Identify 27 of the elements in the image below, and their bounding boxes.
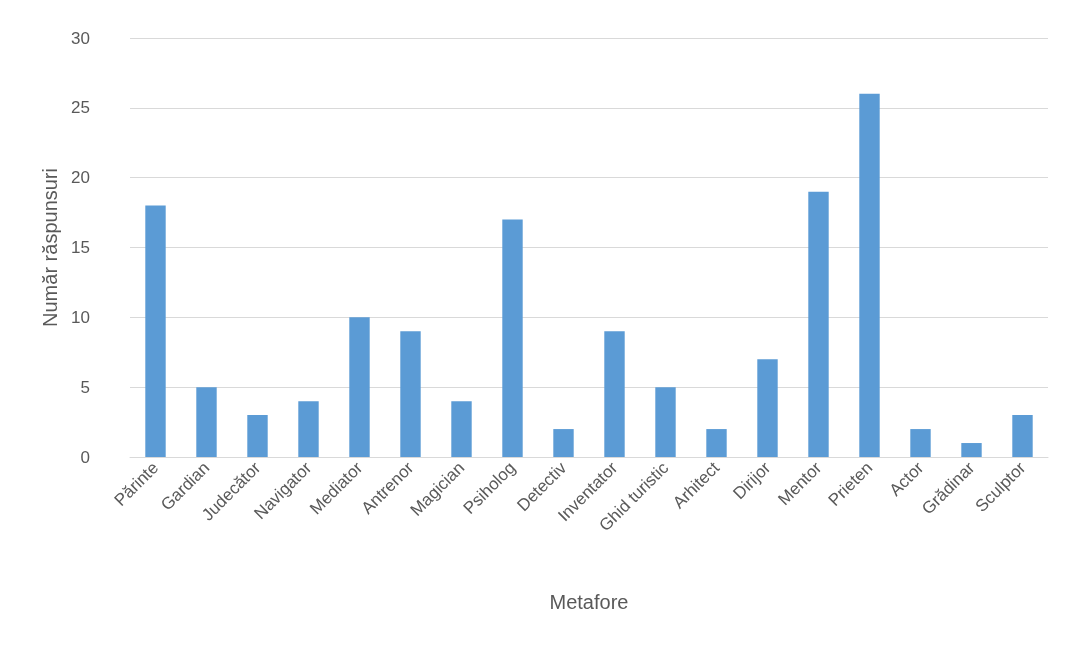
y-tick-label: 15 xyxy=(71,238,90,257)
bar xyxy=(706,429,727,457)
y-tick-label: 10 xyxy=(71,307,90,327)
bar xyxy=(808,191,829,457)
y-tick-label: 20 xyxy=(71,168,90,188)
bar xyxy=(1012,415,1033,457)
y-tick-label: 25 xyxy=(71,98,90,118)
bar xyxy=(196,387,217,457)
bar xyxy=(604,331,625,457)
bar xyxy=(451,401,472,457)
bar xyxy=(145,205,166,457)
bar xyxy=(910,429,931,457)
bar xyxy=(553,429,574,457)
y-tick-label: 5 xyxy=(80,377,90,397)
bar xyxy=(247,415,268,457)
bar xyxy=(757,359,778,457)
y-tick-label: 30 xyxy=(71,28,90,48)
bar xyxy=(400,331,421,457)
bar xyxy=(961,443,982,457)
y-axis-title: Număr răspunsuri xyxy=(39,168,62,327)
bar xyxy=(298,401,319,457)
bar xyxy=(502,219,523,457)
bar xyxy=(655,387,676,457)
x-axis-title: Metafore xyxy=(549,591,629,613)
bar xyxy=(349,317,370,457)
y-tick-label: 0 xyxy=(80,447,90,467)
bar xyxy=(859,93,880,457)
